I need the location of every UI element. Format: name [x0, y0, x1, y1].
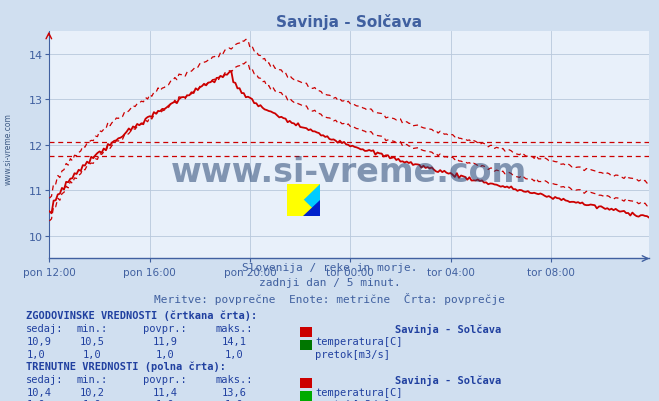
- Text: Meritve: povprečne  Enote: metrične  Črta: povprečje: Meritve: povprečne Enote: metrične Črta:…: [154, 292, 505, 304]
- Text: 10,4: 10,4: [26, 387, 51, 397]
- Text: 1,0: 1,0: [225, 349, 243, 359]
- Text: sedaj:: sedaj:: [26, 323, 64, 333]
- Text: 10,2: 10,2: [80, 387, 105, 397]
- Text: 1,0: 1,0: [156, 399, 174, 401]
- Text: Slovenija / reke in morje.: Slovenija / reke in morje.: [242, 263, 417, 273]
- Text: Savinja - Solčava: Savinja - Solčava: [395, 323, 501, 334]
- Text: pretok[m3/s]: pretok[m3/s]: [315, 349, 390, 359]
- Text: temperatura[C]: temperatura[C]: [315, 387, 403, 397]
- Text: povpr.:: povpr.:: [143, 374, 186, 384]
- Text: 10,5: 10,5: [80, 336, 105, 346]
- Text: maks.:: maks.:: [215, 374, 252, 384]
- Text: 1,0: 1,0: [26, 349, 45, 359]
- Polygon shape: [287, 184, 320, 217]
- Text: sedaj:: sedaj:: [26, 374, 64, 384]
- Text: ZGODOVINSKE VREDNOSTI (črtkana črta):: ZGODOVINSKE VREDNOSTI (črtkana črta):: [26, 310, 258, 320]
- Polygon shape: [303, 200, 320, 217]
- Text: maks.:: maks.:: [215, 323, 252, 333]
- Text: 1,0: 1,0: [83, 399, 101, 401]
- Text: TRENUTNE VREDNOSTI (polna črta):: TRENUTNE VREDNOSTI (polna črta):: [26, 361, 226, 371]
- Title: Savinja - Solčava: Savinja - Solčava: [276, 14, 422, 30]
- Text: 1,0: 1,0: [26, 399, 45, 401]
- Text: 1,0: 1,0: [156, 349, 174, 359]
- Polygon shape: [287, 184, 320, 217]
- Text: Savinja - Solčava: Savinja - Solčava: [395, 374, 501, 385]
- Text: www.si-vreme.com: www.si-vreme.com: [171, 156, 527, 189]
- Text: temperatura[C]: temperatura[C]: [315, 336, 403, 346]
- Text: povpr.:: povpr.:: [143, 323, 186, 333]
- Text: www.si-vreme.com: www.si-vreme.com: [3, 113, 13, 184]
- Text: 11,4: 11,4: [152, 387, 177, 397]
- Text: pretok[m3/s]: pretok[m3/s]: [315, 399, 390, 401]
- Text: 10,9: 10,9: [26, 336, 51, 346]
- Text: 11,9: 11,9: [152, 336, 177, 346]
- Text: zadnji dan / 5 minut.: zadnji dan / 5 minut.: [258, 277, 401, 288]
- Text: 1,0: 1,0: [225, 399, 243, 401]
- Text: 13,6: 13,6: [221, 387, 246, 397]
- Text: min.:: min.:: [76, 323, 108, 333]
- Text: 14,1: 14,1: [221, 336, 246, 346]
- Text: 1,0: 1,0: [83, 349, 101, 359]
- Text: min.:: min.:: [76, 374, 108, 384]
